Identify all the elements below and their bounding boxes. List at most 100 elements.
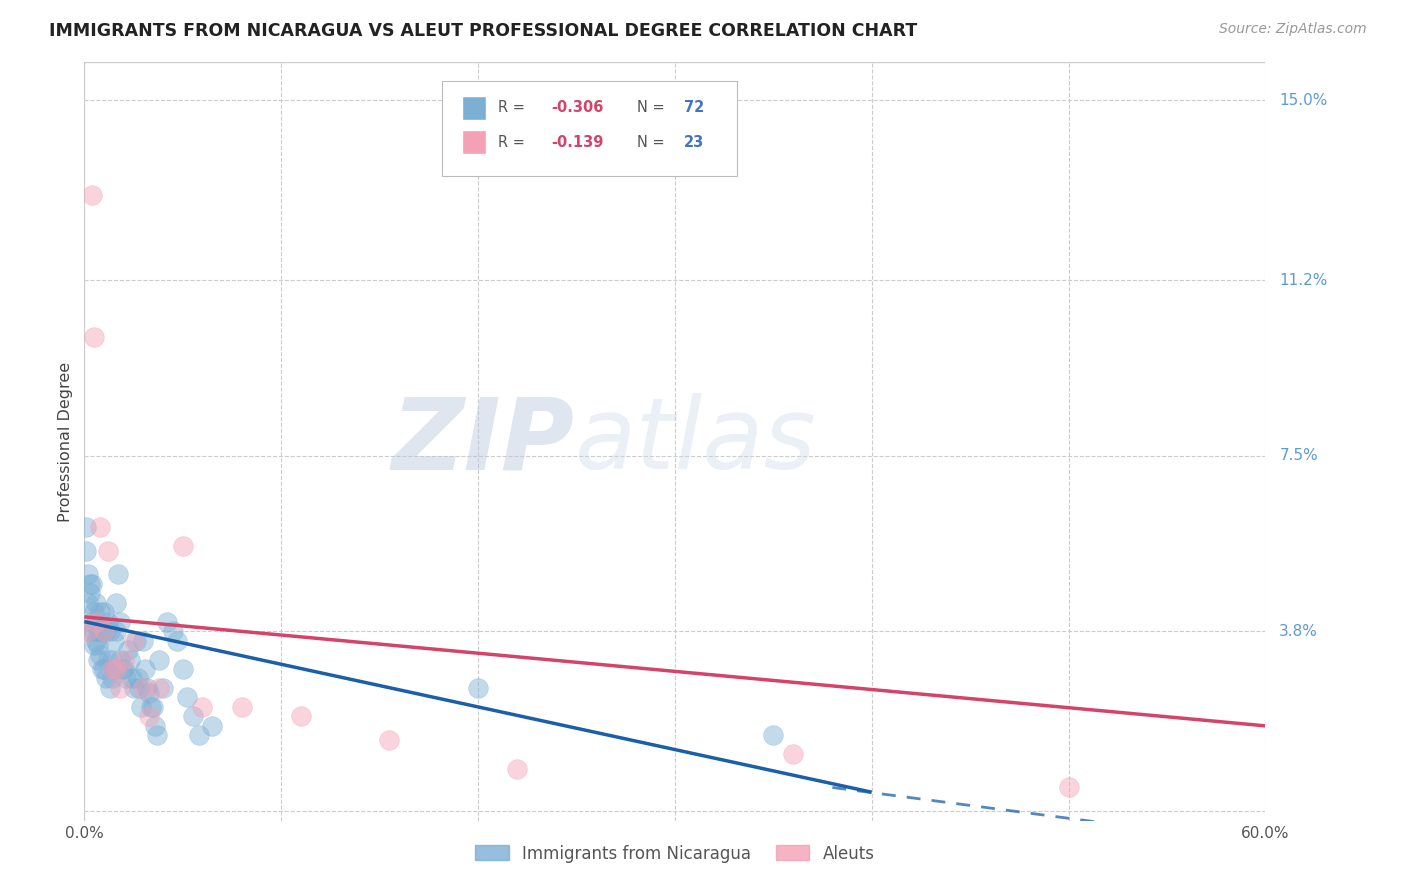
Point	[79, 586, 101, 600]
Point	[124, 633, 146, 648]
Point	[89, 605, 111, 619]
Point	[156, 615, 179, 629]
Point	[104, 596, 127, 610]
Point	[187, 728, 209, 742]
Point	[172, 539, 194, 553]
Text: 3.8%: 3.8%	[1279, 624, 1319, 639]
Point	[84, 596, 107, 610]
Text: 11.2%: 11.2%	[1279, 273, 1327, 288]
Point	[107, 567, 129, 582]
Point	[138, 709, 160, 723]
Point	[89, 520, 111, 534]
Point	[93, 624, 115, 639]
Point	[75, 543, 97, 558]
Point	[87, 638, 110, 652]
Point	[101, 662, 124, 676]
Point	[97, 615, 120, 629]
Point	[83, 624, 105, 639]
Text: N =: N =	[637, 101, 665, 115]
Point	[132, 633, 155, 648]
Point	[378, 733, 401, 747]
Point	[172, 662, 194, 676]
Point	[77, 624, 100, 639]
FancyBboxPatch shape	[443, 81, 738, 177]
Point	[146, 728, 169, 742]
Text: R =: R =	[498, 135, 524, 150]
Point	[98, 681, 121, 695]
Point	[231, 699, 253, 714]
Point	[108, 615, 131, 629]
Point	[122, 681, 145, 695]
Point	[91, 624, 114, 639]
Point	[79, 624, 101, 639]
Point	[108, 652, 131, 666]
Point	[77, 567, 100, 582]
Point	[101, 672, 124, 686]
Point	[112, 662, 135, 676]
Point	[132, 681, 155, 695]
Point	[131, 699, 153, 714]
Point	[290, 709, 312, 723]
Point	[108, 681, 131, 695]
Point	[142, 699, 165, 714]
Point	[89, 648, 111, 662]
Point	[114, 672, 136, 686]
Point	[166, 633, 188, 648]
Text: Source: ZipAtlas.com: Source: ZipAtlas.com	[1219, 22, 1367, 37]
Point	[162, 624, 184, 639]
Point	[128, 681, 150, 695]
Point	[181, 709, 204, 723]
Point	[117, 643, 139, 657]
Point	[101, 652, 124, 666]
Point	[93, 605, 115, 619]
Point	[82, 576, 104, 591]
Point	[467, 681, 489, 695]
Point	[138, 686, 160, 700]
Point	[176, 690, 198, 705]
Point	[148, 652, 170, 666]
Legend: Immigrants from Nicaragua, Aleuts: Immigrants from Nicaragua, Aleuts	[468, 838, 882, 869]
Text: R =: R =	[498, 101, 524, 115]
Point	[84, 633, 107, 648]
Text: ZIP: ZIP	[391, 393, 575, 490]
Point	[82, 615, 104, 629]
Point	[782, 747, 804, 762]
Point	[83, 638, 105, 652]
Point	[143, 719, 166, 733]
Point	[84, 615, 107, 629]
Point	[97, 543, 120, 558]
Point	[506, 762, 529, 776]
Point	[87, 624, 110, 639]
Point	[112, 652, 135, 666]
Point	[104, 662, 127, 676]
Text: N =: N =	[637, 135, 665, 150]
Point	[91, 662, 114, 676]
Point	[127, 672, 149, 686]
Point	[89, 624, 111, 639]
Point	[148, 681, 170, 695]
Point	[111, 662, 134, 676]
Text: 15.0%: 15.0%	[1279, 93, 1327, 108]
Text: IMMIGRANTS FROM NICARAGUA VS ALEUT PROFESSIONAL DEGREE CORRELATION CHART: IMMIGRANTS FROM NICARAGUA VS ALEUT PROFE…	[49, 22, 918, 40]
Point	[103, 662, 125, 676]
Text: -0.139: -0.139	[551, 135, 603, 150]
Point	[201, 719, 224, 733]
Text: -0.306: -0.306	[551, 101, 603, 115]
Point	[141, 699, 163, 714]
Point	[104, 624, 127, 639]
Point	[97, 652, 120, 666]
Point	[191, 699, 214, 714]
Point	[94, 672, 117, 686]
Point	[152, 681, 174, 695]
Point	[82, 188, 104, 202]
Point	[83, 330, 105, 344]
Y-axis label: Professional Degree: Professional Degree	[58, 361, 73, 522]
Point	[93, 624, 115, 639]
Point	[75, 520, 97, 534]
Point	[87, 652, 110, 666]
Text: 7.5%: 7.5%	[1279, 449, 1317, 463]
Point	[122, 633, 145, 648]
Bar	[463, 95, 486, 120]
Point	[94, 624, 117, 639]
Point	[79, 576, 101, 591]
